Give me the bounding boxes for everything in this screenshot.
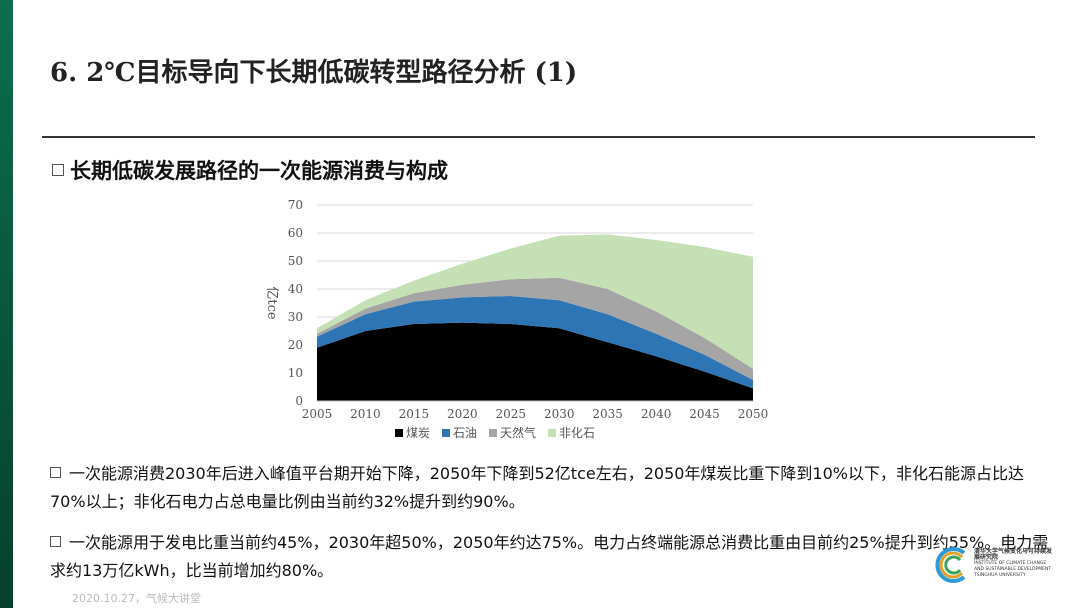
footer-date: 2020.10.27，气候大讲堂 xyxy=(72,592,201,605)
square-bullet-icon xyxy=(50,467,61,478)
x-tick-label: 2005 xyxy=(302,407,333,421)
page-title: 6. 2℃目标导向下长期低碳转型路径分析 (1) xyxy=(50,58,578,88)
square-bullet-icon xyxy=(52,164,64,176)
bullet-text-2: 一次能源用于发电比重当前约45%，2030年超50%，2050年约达75%。电力… xyxy=(50,533,1049,580)
energy-consumption-chart: 0 10 20 30 40 50 60 70 2005 2010 2015 2020 2025 2030 2… xyxy=(255,193,775,448)
logo-name-en-2: AND SUSTAINABLE DEVELOPMENT xyxy=(974,567,1052,572)
logo-ring-icon xyxy=(935,547,966,583)
area-series-3 xyxy=(317,234,753,369)
x-tick-label: 2035 xyxy=(592,407,623,421)
logo-name-cn: 清华大学气候变化与可持续发展研究院 xyxy=(974,548,1053,561)
x-tick-label: 2050 xyxy=(738,407,769,421)
y-tick-label: 20 xyxy=(288,338,303,352)
y-tick-label: 40 xyxy=(288,282,303,296)
title-divider xyxy=(42,136,1035,138)
bullet-text-1: 一次能源消费2030年后进入峰值平台期开始下降，2050年下降到52亿tce左右… xyxy=(50,464,1024,511)
y-tick-label: 70 xyxy=(288,198,303,212)
x-tick-label: 2030 xyxy=(544,407,575,421)
area-series-0 xyxy=(317,322,753,401)
logo-text: 清华大学气候变化与可持续发展研究院 INSTITUTE OF CLIMATE C… xyxy=(974,549,1054,579)
side-accent-bar xyxy=(0,0,13,608)
legend-label: 煤炭 xyxy=(406,426,430,440)
legend-swatch-0 xyxy=(395,429,403,437)
y-axis-label: 亿tce xyxy=(264,286,279,320)
institute-logo: 清华大学气候变化与可持续发展研究院 INSTITUTE OF CLIMATE C… xyxy=(932,545,1052,585)
y-tick-label: 50 xyxy=(288,254,303,268)
x-tick-label: 2010 xyxy=(350,407,381,421)
bullet-item-2: 一次能源用于发电比重当前约45%，2030年超50%，2050年约达75%。电力… xyxy=(50,529,1050,585)
x-tick-label: 2025 xyxy=(496,407,527,421)
area-series-1 xyxy=(317,296,753,389)
square-bullet-icon xyxy=(50,536,61,547)
logo-name-en-3: TSINGHUA UNIVERSITY xyxy=(974,573,1026,578)
logo-name-en-1: INSTITUTE OF CLIMATE CHANGE xyxy=(974,561,1047,566)
y-tick-label: 60 xyxy=(288,226,303,240)
x-tick-label: 2015 xyxy=(399,407,430,421)
x-tick-label: 2040 xyxy=(641,407,672,421)
legend-swatch-3 xyxy=(548,429,556,437)
legend-label: 石油 xyxy=(453,426,477,440)
legend-swatch-2 xyxy=(489,429,497,437)
legend-label: 非化石 xyxy=(559,426,595,440)
x-tick-label: 2045 xyxy=(689,407,720,421)
y-tick-label: 0 xyxy=(295,394,303,408)
y-tick-label: 10 xyxy=(288,366,303,380)
section-heading-text: 长期低碳发展路径的一次能源消费与构成 xyxy=(70,159,448,183)
legend-swatch-1 xyxy=(442,429,450,437)
section-heading: 长期低碳发展路径的一次能源消费与构成 xyxy=(52,155,448,185)
area-series-2 xyxy=(317,277,753,380)
legend-label: 天然气 xyxy=(500,425,536,440)
x-tick-label: 2020 xyxy=(447,407,478,421)
bullet-item-1: 一次能源消费2030年后进入峰值平台期开始下降，2050年下降到52亿tce左右… xyxy=(50,460,1050,516)
y-tick-label: 30 xyxy=(288,310,303,324)
